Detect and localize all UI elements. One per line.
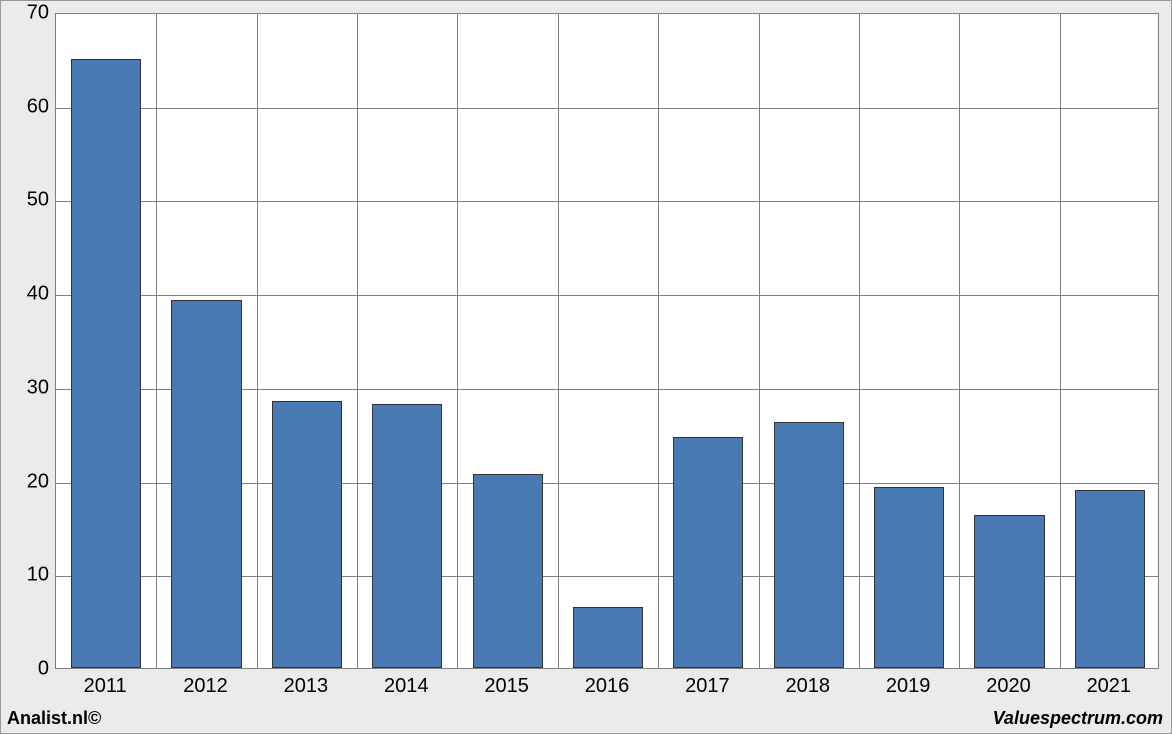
footer-right-credit: Valuespectrum.com (993, 708, 1163, 729)
x-axis-tick-label: 2019 (886, 675, 931, 698)
x-axis-tick-label: 2020 (986, 675, 1031, 698)
y-axis-tick-label: 30 (9, 376, 49, 399)
bar (171, 300, 241, 668)
footer-left-credit: Analist.nl© (7, 708, 101, 729)
gridline-vertical (558, 14, 559, 668)
gridline-vertical (1060, 14, 1061, 668)
bar (473, 474, 543, 668)
y-axis-tick-label: 20 (9, 470, 49, 493)
y-axis-tick-label: 10 (9, 564, 49, 587)
y-axis-tick-label: 60 (9, 95, 49, 118)
bar (774, 422, 844, 668)
x-axis-tick-label: 2012 (183, 675, 228, 698)
gridline-vertical (257, 14, 258, 668)
y-axis-tick-label: 0 (9, 658, 49, 681)
x-axis-tick-label: 2018 (785, 675, 830, 698)
bar (272, 401, 342, 668)
bar (573, 607, 643, 668)
x-axis-tick-label: 2015 (484, 675, 529, 698)
gridline-vertical (156, 14, 157, 668)
plot-area (55, 13, 1159, 669)
gridline-vertical (457, 14, 458, 668)
gridline-vertical (357, 14, 358, 668)
x-axis-tick-label: 2017 (685, 675, 730, 698)
chart-container: Analist.nl© Valuespectrum.com 0 10 20 30 40 5… (0, 0, 1172, 734)
x-axis-tick-label: 2014 (384, 675, 429, 698)
y-axis-tick-label: 40 (9, 283, 49, 306)
bar (372, 404, 442, 668)
x-axis-tick-label: 2013 (284, 675, 329, 698)
x-axis-tick-label: 2016 (585, 675, 630, 698)
bar (1075, 490, 1145, 668)
y-axis-tick-label: 70 (9, 2, 49, 25)
gridline-vertical (759, 14, 760, 668)
gridline-horizontal (56, 295, 1158, 296)
x-axis-tick-label: 2021 (1087, 675, 1132, 698)
gridline-vertical (959, 14, 960, 668)
gridline-vertical (859, 14, 860, 668)
bar (71, 59, 141, 668)
y-axis-tick-label: 50 (9, 189, 49, 212)
gridline-horizontal (56, 201, 1158, 202)
bar (874, 487, 944, 668)
bar (673, 437, 743, 668)
bar (974, 515, 1044, 668)
gridline-vertical (658, 14, 659, 668)
gridline-horizontal (56, 108, 1158, 109)
x-axis-tick-label: 2011 (84, 675, 127, 698)
